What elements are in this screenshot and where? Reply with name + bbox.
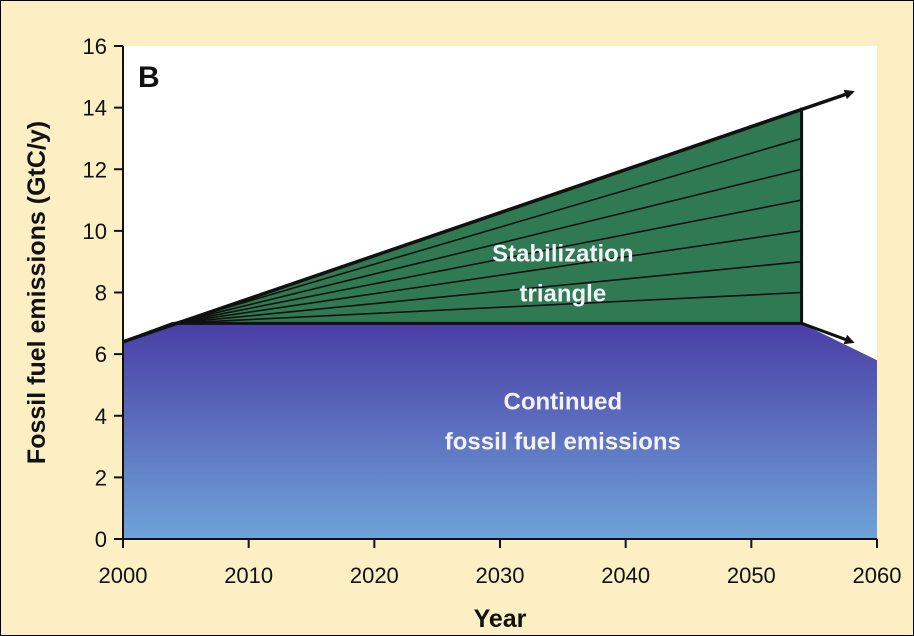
y-tick-label: 6 [95, 342, 107, 367]
y-tick-label: 12 [83, 157, 107, 182]
decline-arrow [801, 321, 855, 345]
x-axis-title: Year [474, 605, 527, 633]
x-tick-label: 2000 [99, 563, 148, 588]
x-tick-label: 2060 [853, 563, 902, 588]
y-tick-label: 8 [95, 281, 107, 306]
y-tick-label: 0 [95, 527, 107, 552]
x-tick-label: 2050 [727, 563, 776, 588]
triangle-label-line1: Stabilization [492, 241, 633, 268]
wedge-line [173, 137, 802, 325]
base-label-line2: fossil fuel emissions [445, 429, 681, 456]
x-tick-label: 2020 [350, 563, 399, 588]
wedge-line [173, 291, 802, 325]
y-tick-label: 14 [83, 96, 107, 121]
y-tick-label: 10 [83, 219, 107, 244]
base-label-line1: Continued [504, 389, 623, 416]
y-tick-label: 16 [83, 34, 107, 59]
y-axis-title: Fossil fuel emissions (GtC/y) [23, 121, 51, 464]
business-as-usual-arrow [122, 89, 855, 344]
y-tick-label: 4 [95, 404, 107, 429]
panel-label: B [138, 61, 160, 94]
y-tick-label: 2 [95, 465, 107, 490]
x-tick-label: 2030 [476, 563, 525, 588]
wedge-line [173, 230, 802, 325]
continued-emissions-area [123, 323, 877, 539]
wedge-line [173, 168, 802, 325]
triangle-label-line2: triangle [519, 281, 606, 308]
wedge-line [173, 260, 802, 325]
wedge-line [173, 199, 802, 325]
x-tick-label: 2010 [224, 563, 273, 588]
x-tick-label: 2040 [601, 563, 650, 588]
